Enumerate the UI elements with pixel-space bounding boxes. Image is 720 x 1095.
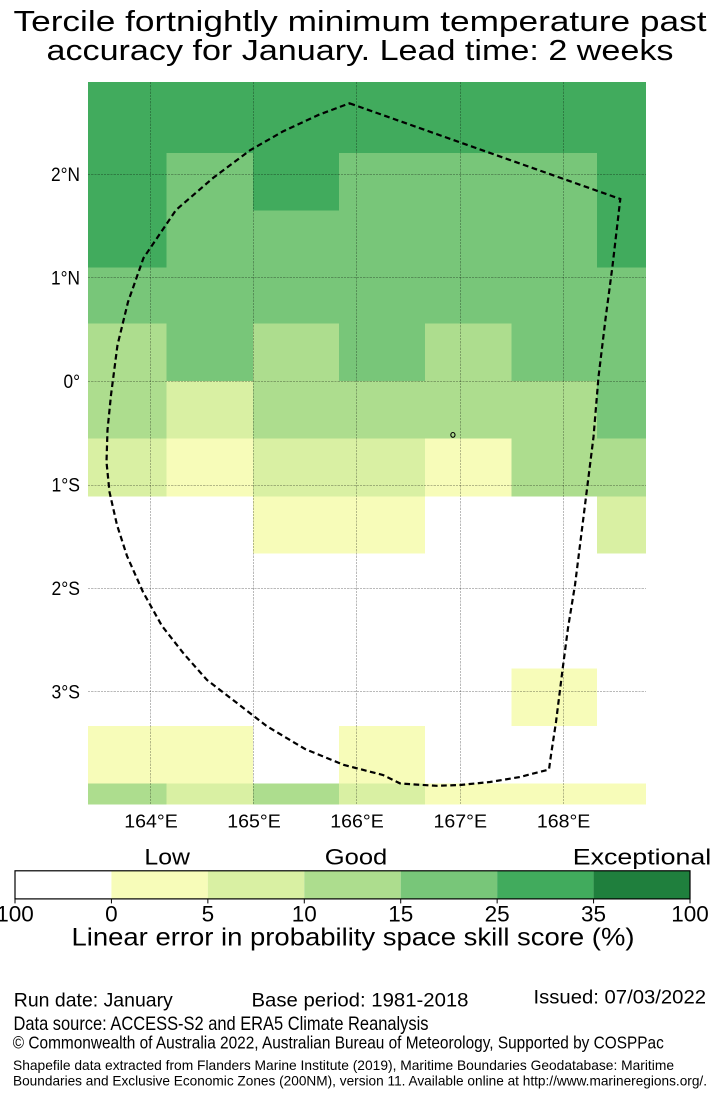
svg-text:5: 5: [202, 901, 215, 926]
svg-text:Issued: 07/03/2022: Issued: 07/03/2022: [534, 987, 707, 1009]
svg-text:Boundaries and Exclusive Econo: Boundaries and Exclusive Economic Zones …: [13, 1074, 707, 1089]
svg-text:Good: Good: [325, 844, 388, 869]
svg-text:1°S: 1°S: [52, 476, 81, 497]
svg-text:1°N: 1°N: [51, 269, 80, 290]
svg-text:165°E: 165°E: [227, 812, 281, 832]
svg-text:168°E: 168°E: [537, 812, 591, 832]
svg-text:164°E: 164°E: [124, 812, 178, 832]
svg-text:25: 25: [485, 901, 510, 926]
svg-text:0: 0: [105, 901, 118, 926]
svg-text:Run date: January: Run date: January: [14, 990, 173, 1012]
svg-text:Linear error in probability sp: Linear error in probability space skill …: [72, 924, 635, 952]
svg-text:2°S: 2°S: [52, 579, 81, 600]
svg-text:100: 100: [671, 901, 709, 926]
svg-text:Low: Low: [144, 844, 190, 869]
svg-text:accuracy for January. Lead tim: accuracy for January. Lead time: 2 weeks: [47, 35, 674, 67]
svg-text:166°E: 166°E: [330, 812, 384, 832]
svg-text:2°N: 2°N: [51, 165, 80, 186]
svg-text:35: 35: [581, 901, 606, 926]
svg-text:© Commonwealth of Australia 20: © Commonwealth of Australia 2022, Austra…: [13, 1032, 664, 1052]
svg-text:3°S: 3°S: [52, 683, 81, 704]
svg-text:Tercile fortnightly minimum te: Tercile fortnightly minimum temperature …: [14, 6, 707, 38]
svg-text:15: 15: [388, 901, 413, 926]
svg-text:Exceptional: Exceptional: [573, 844, 712, 869]
svg-text:Shapefile data extracted from: Shapefile data extracted from Flanders M…: [13, 1058, 674, 1073]
svg-text:100: 100: [0, 901, 34, 926]
svg-text:0°: 0°: [64, 372, 81, 393]
svg-text:Base period: 1981-2018: Base period: 1981-2018: [252, 990, 469, 1012]
svg-text:Data source: ACCESS-S2 and ERA: Data source: ACCESS-S2 and ERA5 Climate …: [14, 1013, 429, 1035]
svg-text:10: 10: [292, 901, 317, 926]
svg-text:167°E: 167°E: [434, 812, 488, 832]
